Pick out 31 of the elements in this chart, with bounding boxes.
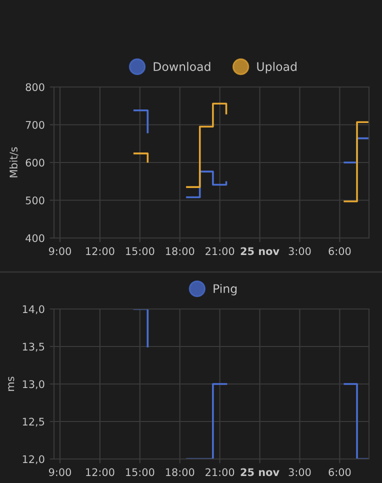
y-tick-label: 12,5 — [22, 418, 44, 427]
x-tick-label: 25 nov — [240, 247, 280, 256]
y-tick-label: 700 — [26, 120, 44, 129]
y-axis-title: Mbit/s — [9, 147, 18, 178]
x-tick-label: 9:00 — [48, 247, 71, 256]
x-tick-label: 15:00 — [126, 247, 154, 256]
y-tick-label: 12,0 — [22, 455, 44, 464]
y-tick-label: 400 — [26, 234, 44, 242]
legend-label: Download — [154, 62, 210, 72]
x-tick-label: 21:00 — [206, 247, 234, 256]
y-tick-label: 600 — [26, 158, 44, 167]
x-tick-label: 9:00 — [48, 468, 71, 476]
y-tick-label: 13,0 — [22, 380, 44, 390]
y-axis-title: ms — [8, 376, 14, 391]
legend-label: Ping — [214, 284, 237, 296]
x-tick-label: 3:00 — [288, 247, 311, 256]
x-tick-label: 12:00 — [86, 247, 114, 256]
y-tick-label: 500 — [26, 196, 44, 204]
x-tick-label: 15:00 — [126, 468, 154, 476]
x-tick-label: 21:00 — [206, 468, 234, 476]
y-tick-label: 13,5 — [22, 342, 44, 352]
x-tick-label: 12:00 — [86, 468, 114, 476]
x-tick-label: 6:00 — [328, 247, 351, 256]
x-tick-label: 18:00 — [166, 468, 194, 476]
y-tick-label: 14,0 — [22, 305, 44, 314]
legend-label: Upload — [257, 62, 296, 74]
y-tick-label: 800 — [26, 83, 44, 92]
x-tick-label: 18:00 — [166, 247, 194, 256]
x-tick-label: 6:00 — [328, 468, 351, 476]
x-tick-label: 25 nov — [240, 468, 280, 476]
x-tick-label: 3:00 — [288, 468, 311, 476]
